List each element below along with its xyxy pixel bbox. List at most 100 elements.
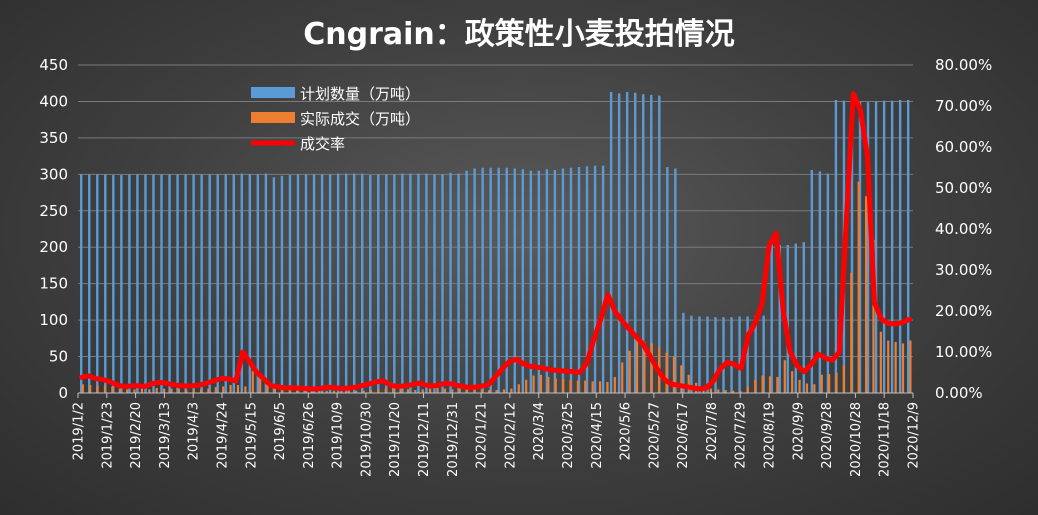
x-tick-label: 2019/6/26 — [302, 402, 317, 469]
plan-bar — [160, 174, 163, 393]
plan-bar — [569, 167, 573, 393]
legend-swatch-plan — [251, 87, 295, 98]
actual-bar — [842, 365, 846, 393]
y-right-tick-label: 0.00% — [935, 384, 983, 402]
actual-bar — [340, 390, 343, 393]
actual-bar — [554, 378, 557, 393]
actual-bar — [126, 389, 129, 393]
actual-bar — [288, 390, 291, 393]
actual-bar — [118, 388, 121, 393]
rate-line-group — [79, 91, 912, 392]
plan-bar — [738, 316, 741, 393]
x-tick-label: 2019/3/13 — [158, 402, 173, 469]
actual-bar — [177, 388, 180, 393]
plan-bar — [369, 175, 372, 393]
actual-bar — [776, 376, 779, 393]
plan-bar — [625, 91, 629, 394]
legend-item-plan: 计划数量（万吨） — [251, 85, 420, 103]
plan-bar — [240, 173, 243, 393]
actual-bar — [192, 389, 195, 393]
x-tick-label: 2020/11/18 — [878, 402, 893, 477]
legend-label-actual: 实际成交（万吨） — [300, 110, 420, 128]
plan-bar — [304, 174, 308, 393]
actual-bar — [621, 362, 624, 393]
y-left-tick-label: 350 — [39, 129, 68, 147]
plan-bar — [818, 171, 822, 393]
plan-bar — [192, 174, 195, 393]
x-tick-label: 2020/4/15 — [590, 402, 605, 469]
plan-bar — [866, 102, 870, 393]
x-tick-label: 2020/7/29 — [734, 402, 749, 469]
actual-bar — [562, 379, 565, 393]
plan-bar — [650, 94, 653, 393]
actual-bar — [399, 386, 402, 393]
actual-bar — [310, 390, 313, 393]
actual-bar — [813, 384, 816, 393]
y-right-axis: 0.00% 10.00% 20.00% 30.00% 40.00% 50.00% 60.00… — [935, 56, 992, 402]
actual-bar — [798, 379, 801, 393]
actual-bar — [709, 388, 713, 393]
actual-bar — [768, 376, 772, 393]
actual-bar — [665, 352, 668, 393]
actual-bar — [162, 388, 166, 393]
actual-bar — [332, 390, 336, 393]
actual-bar — [377, 389, 380, 393]
x-tick-label: 2020/12/9 — [907, 402, 922, 469]
y-right-tick-label: 30.00% — [935, 261, 992, 279]
actual-bar — [591, 381, 594, 393]
actual-bar — [672, 356, 676, 393]
x-tick-label: 2020/7/8 — [705, 402, 720, 460]
y-left-axis: 0 50 100 150 200 250 300 350 400 450 — [39, 56, 68, 402]
plan-bar — [336, 173, 340, 393]
plan-bar — [344, 173, 348, 393]
actual-bar — [318, 390, 321, 393]
x-tick-label: 2019/10/30 — [359, 402, 374, 477]
plan-bar — [385, 174, 388, 393]
actual-bar — [739, 390, 742, 393]
plan-bar — [529, 170, 533, 393]
plan-bar — [882, 100, 886, 394]
actual-bar — [480, 389, 483, 393]
actual-bar — [872, 239, 875, 393]
plan-bar — [320, 174, 324, 393]
plan-bar — [481, 167, 484, 393]
plan-bar — [601, 165, 605, 393]
plan-bar — [216, 174, 219, 393]
plan-bar — [561, 168, 565, 393]
plan-bar — [553, 169, 557, 393]
actual-bar — [133, 389, 136, 393]
x-tick-label: 2020/3/25 — [561, 402, 576, 469]
plan-bar — [248, 174, 252, 393]
x-tick-label: 2020/5/27 — [647, 402, 662, 469]
plan-bar — [272, 177, 276, 393]
plan-bar — [593, 165, 597, 393]
actual-bar — [576, 380, 579, 393]
x-tick-label: 2019/4/24 — [216, 402, 231, 469]
legend-label-plan: 计划数量（万吨） — [300, 85, 420, 103]
actual-bar — [103, 385, 107, 393]
actual-bar — [392, 387, 395, 393]
actual-bar — [864, 196, 868, 393]
plan-bar — [810, 169, 814, 393]
legend-item-rate: 成交率 — [251, 135, 345, 153]
actual-bar — [295, 390, 299, 393]
plan-bar — [577, 167, 581, 393]
x-tick-label: 2020/9/28 — [820, 402, 835, 469]
plan-bar — [152, 174, 155, 393]
actual-bar — [547, 376, 550, 393]
actual-bar — [909, 340, 912, 393]
actual-bar — [805, 383, 809, 393]
plan-bar — [441, 174, 444, 393]
y-left-tick-label: 250 — [39, 202, 68, 220]
actual-bar — [569, 379, 572, 393]
plan-bars — [80, 91, 910, 394]
actual-bar — [635, 339, 639, 393]
plan-bar — [730, 317, 733, 393]
legend-item-actual: 实际成交（万吨） — [251, 110, 420, 128]
plan-bar — [352, 173, 356, 393]
plan-bar — [585, 166, 589, 393]
actual-bar — [140, 388, 144, 393]
plan-bar — [224, 174, 227, 393]
plan-bar — [88, 174, 91, 393]
actual-bar — [451, 389, 454, 393]
